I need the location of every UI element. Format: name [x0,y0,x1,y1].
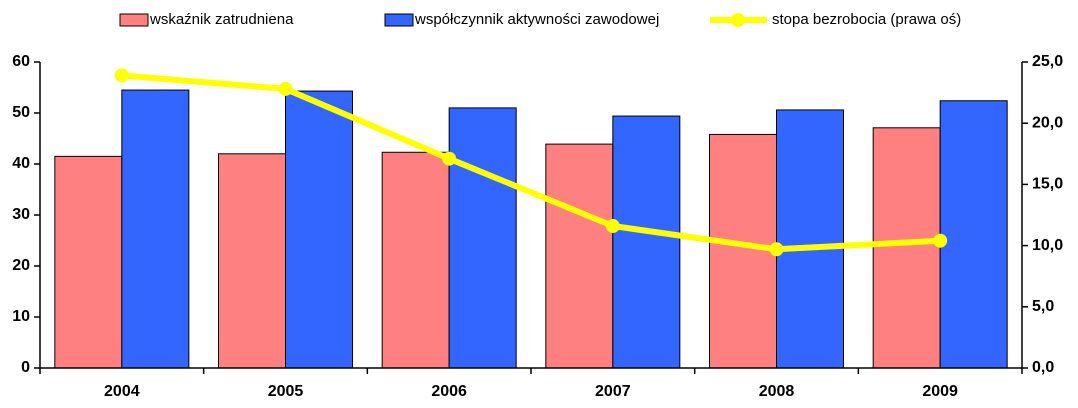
legend-label: współczynnik aktywności zawodowej [414,11,659,28]
bar [939,100,1008,369]
y2-tick-label: 5,0 [1032,298,1054,315]
x-tick-label: 2006 [431,383,467,400]
y-tick-label: 0 [21,359,30,376]
bar [776,109,844,369]
y-tick-label: 30 [12,206,30,223]
line-marker [933,233,948,248]
y-tick-label: 10 [12,308,30,325]
y2-tick-label: 10,0 [1032,237,1063,254]
x-tick-label: 2008 [759,383,795,400]
y-tick-label: 20 [12,257,30,274]
bar [545,143,614,369]
x-tick-label: 2004 [104,383,140,400]
line-marker [278,81,293,96]
bar [448,107,517,369]
bar [54,155,123,369]
legend-marker [731,13,745,27]
y-tick-label: 40 [12,155,30,172]
y-tick-label: 60 [12,53,30,70]
y-tick-label: 50 [12,104,30,121]
x-tick-label: 2005 [268,383,304,400]
legend-swatch [119,13,149,27]
bar [121,89,190,369]
y2-tick-label: 25,0 [1032,53,1063,70]
legend-label: stopa bezrobocia (prawa oś) [772,11,961,28]
line-marker [605,219,620,234]
y2-tick-label: 20,0 [1032,114,1063,131]
line-marker [442,151,457,166]
bar [285,90,353,369]
legend-swatch [384,13,414,27]
bar [381,151,450,369]
bar [709,133,777,369]
x-tick-label: 2007 [595,383,631,400]
line-marker [114,68,129,83]
bar [218,153,286,369]
y2-tick-label: 15,0 [1032,176,1063,193]
line [121,72,941,253]
legend-label: wskaźnik zatrudniena [149,11,294,28]
line-marker [769,242,784,257]
x-tick-label: 2009 [922,383,958,400]
y2-tick-label: 0,0 [1032,359,1054,376]
bar [872,127,941,369]
bar [612,115,681,369]
